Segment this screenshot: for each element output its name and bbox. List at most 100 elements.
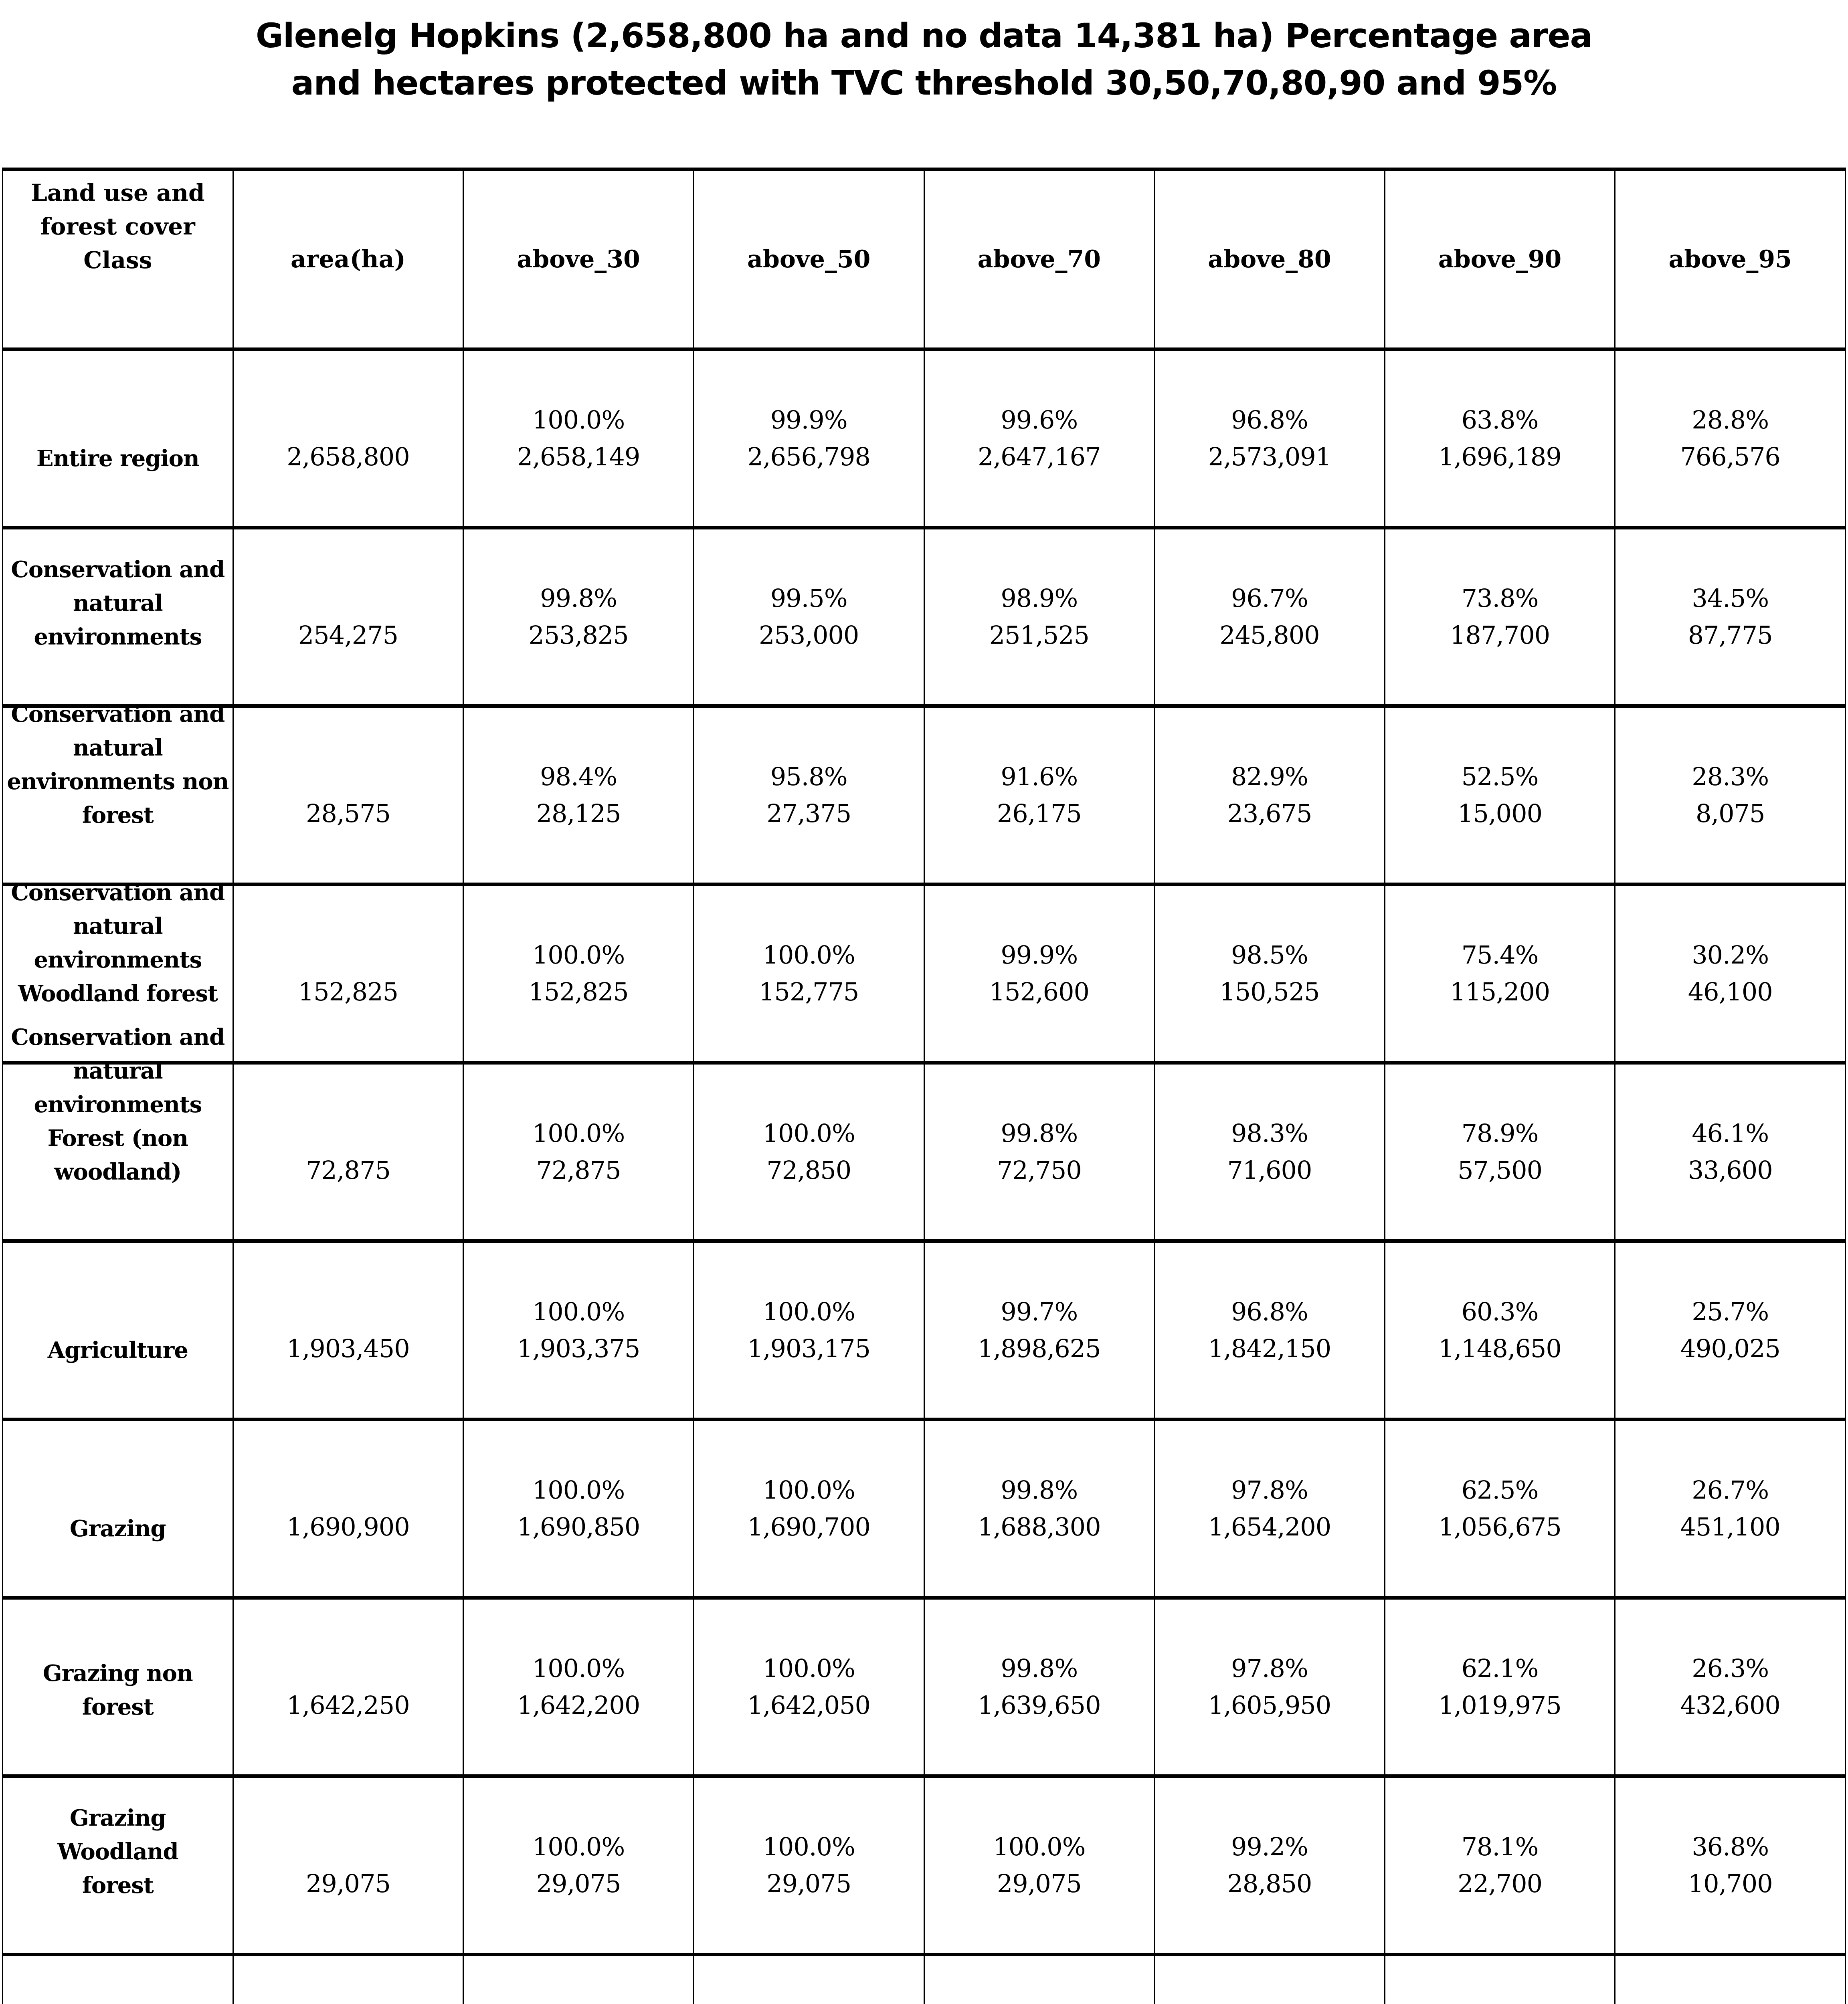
hectares-value: 251,525	[989, 620, 1090, 650]
value-cell: 100.0% 152,775	[693, 883, 925, 1063]
hectares-value: 8,075	[1695, 799, 1765, 828]
hectares-value: 57,500	[1458, 1156, 1543, 1185]
label-cell: Cropping	[2, 1953, 234, 2004]
percent-value: 62.1%	[1461, 1654, 1539, 1683]
value-cell: 62.1% 1,019,975	[1384, 1596, 1616, 1776]
percent-value: 100.0%	[532, 1475, 625, 1505]
value-cell: 99.8% 253,825	[463, 526, 694, 706]
table-row: Entire region 2,658,800 100.0% 2,658,149 99.…	[2, 347, 1846, 528]
value-cell: 98.9% 251,525	[923, 526, 1155, 706]
percent-value: 99.8%	[540, 584, 617, 613]
area-cell: 254,275	[232, 526, 464, 706]
column-header-label: above_95	[1668, 245, 1792, 273]
hectares-value: 1,842,150	[1208, 1334, 1332, 1363]
value-cell: 100.0% 152,825	[463, 883, 694, 1063]
hectares-value: 432,600	[1680, 1691, 1780, 1720]
area-cell: 1,903,450	[232, 1239, 464, 1420]
percent-value: 100.0%	[762, 1119, 855, 1148]
value-cell: 62.5% 1,056,675	[1384, 1418, 1616, 1598]
value-cell: 100.0% 1,642,050	[693, 1596, 925, 1776]
percent-value: 100.0%	[532, 940, 625, 970]
value-cell: 100.0% 2,658,149	[463, 347, 694, 528]
percent-value: 26.3%	[1692, 1654, 1769, 1683]
hectares-value: 1,903,175	[747, 1334, 871, 1363]
value-cell: 100.0% 1,642,200	[463, 1596, 694, 1776]
percent-value: 100.0%	[532, 1119, 625, 1148]
percent-value: 99.9%	[770, 405, 848, 434]
percent-value: 100.0%	[762, 1654, 855, 1683]
hectares-value: 1,690,850	[517, 1512, 641, 1541]
percent-value: 28.8%	[1692, 405, 1769, 434]
row-label: Agriculture	[47, 1337, 188, 1364]
value-cell: 100.0%210,825	[693, 1953, 925, 2004]
label-cell: Conservation and natural environments no…	[2, 701, 234, 885]
percent-value: 34.5%	[1692, 584, 1769, 613]
value-cell: 100.0% 29,075	[463, 1774, 694, 1955]
hectares-value: 33,600	[1688, 1156, 1773, 1185]
percent-value: 30.2%	[1692, 940, 1769, 970]
percent-value: 98.3%	[1231, 1119, 1308, 1148]
value-cell: 99.2% 28,850	[1154, 1774, 1385, 1955]
percent-value: 95.8%	[770, 762, 848, 791]
value-cell: 96.8% 1,842,150	[1154, 1239, 1385, 1420]
hectares-value: 253,825	[528, 620, 629, 650]
page-title-line1: Glenelg Hopkins (2,658,800 ha and no dat…	[255, 16, 1593, 55]
area-value: 1,690,900	[287, 1512, 410, 1541]
header-cell: above_95	[1614, 168, 1846, 349]
value-cell: 96.8% 2,573,091	[1154, 347, 1385, 528]
column-header-label: above_50	[747, 245, 871, 273]
percent-value: 46.1%	[1692, 1119, 1769, 1148]
area-value: 152,825	[298, 977, 398, 1006]
area-cell: 1,690,900	[232, 1418, 464, 1598]
area-value: 2,658,800	[287, 442, 410, 471]
value-cell: 63.8% 1,696,189	[1384, 347, 1616, 528]
label-cell: Grazing	[2, 1418, 234, 1598]
label-cell: Agriculture	[2, 1239, 234, 1420]
hectares-value: 1,642,200	[517, 1691, 641, 1720]
percent-value: 99.8%	[1001, 1119, 1078, 1148]
row-label: Conservation and natural environments	[11, 556, 225, 650]
row-label: Grazing	[70, 1515, 166, 1542]
row-label: Entire region	[36, 445, 200, 472]
area-value: 29,075	[305, 1869, 391, 1898]
hectares-value: 26,175	[997, 799, 1082, 828]
percent-value: 99.2%	[1231, 1832, 1308, 1861]
value-cell: 98.3% 71,600	[1154, 1061, 1385, 1241]
hectares-value: 46,100	[1688, 977, 1773, 1006]
header-row: Land use and forest cover Class area(ha) a…	[2, 168, 1846, 349]
percent-value: 100.0%	[762, 1297, 855, 1326]
header-cell: above_80	[1154, 168, 1385, 349]
hectares-value: 27,375	[766, 799, 851, 828]
hectares-value: 71,600	[1227, 1156, 1312, 1185]
value-cell: 99.6% 2,647,167	[923, 347, 1155, 528]
label-cell: Entire region	[2, 347, 234, 528]
column-header-label: above_70	[977, 245, 1101, 273]
percent-value: 60.3%	[1461, 1297, 1539, 1326]
percent-value: 99.6%	[1001, 405, 1078, 434]
label-cell: Grazing non forest	[2, 1596, 234, 1776]
row-label: Conservation and natural environments no…	[7, 701, 229, 828]
percent-value: 99.7%	[1001, 1297, 1078, 1326]
percent-value: 73.8%	[1461, 584, 1539, 613]
table-row: Grazing non forest 1,642,250 100.0% 1,642,2…	[2, 1596, 1846, 1776]
table-row: Agriculture 1,903,450 100.0% 1,903,375 100.0…	[2, 1239, 1846, 1420]
area-cell: 210,900	[232, 1953, 464, 2004]
hectares-value: 152,775	[758, 977, 859, 1006]
row-label: Grazing Woodland forest	[57, 1805, 179, 1899]
column-header-label: above_30	[517, 245, 640, 273]
header-cell: above_70	[923, 168, 1155, 349]
hectares-value: 1,639,650	[978, 1691, 1101, 1720]
area-value: 72,875	[305, 1156, 391, 1185]
hectares-value: 28,125	[536, 799, 621, 828]
hectares-value: 22,700	[1458, 1869, 1543, 1898]
percent-value: 97.8%	[1231, 1654, 1308, 1683]
value-cell: 95.8% 27,375	[693, 704, 925, 885]
value-cell: 43.3%91,225	[1384, 1953, 1616, 2004]
percent-value: 52.5%	[1461, 762, 1539, 791]
hectares-value: 1,148,650	[1438, 1334, 1562, 1363]
area-value: 1,903,450	[287, 1334, 410, 1363]
hectares-value: 2,647,167	[978, 442, 1101, 471]
value-cell: 98.9%208,675	[923, 1953, 1155, 2004]
value-cell: 99.8% 1,688,300	[923, 1418, 1155, 1598]
value-cell: 99.7% 1,898,625	[923, 1239, 1155, 1420]
